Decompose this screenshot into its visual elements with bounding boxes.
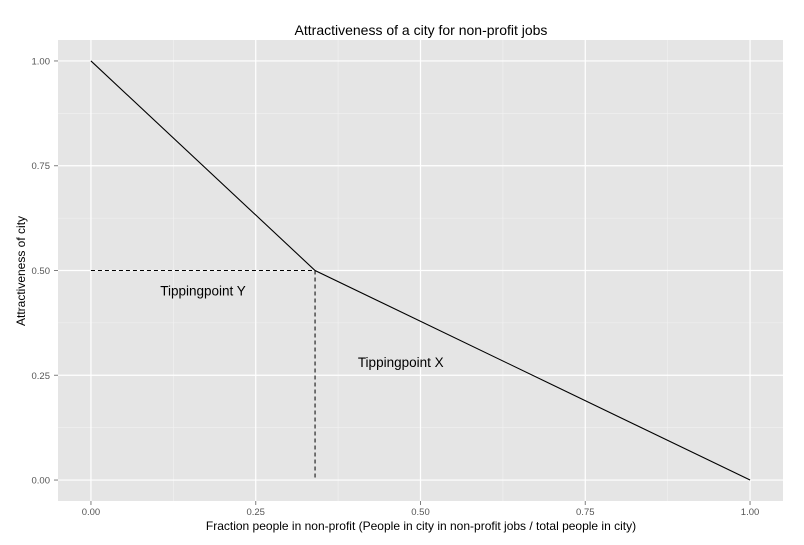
x-tick-label: 1.00 <box>741 507 760 518</box>
x-axis-title: Fraction people in non-profit (People in… <box>206 519 636 533</box>
y-axis: 0.00 0.25 0.50 0.75 1.00 <box>32 56 58 487</box>
chart-title: Attractiveness of a city for non-profit … <box>295 22 548 38</box>
x-axis: 0.00 0.25 0.50 0.75 1.00 <box>82 501 760 518</box>
x-tick-label: 0.00 <box>82 507 101 518</box>
series-line <box>90 60 751 481</box>
annotation-label: Tippingpoint Y <box>160 284 246 299</box>
y-tick-label: 1.00 <box>32 56 51 67</box>
reference-lines <box>90 270 316 481</box>
series-lines <box>90 60 751 481</box>
x-tick-label: 0.25 <box>246 507 265 518</box>
y-tick-label: 0.25 <box>32 371 51 382</box>
y-tick-label: 0.00 <box>32 476 51 487</box>
y-axis-title: Attractiveness of city <box>14 216 28 326</box>
y-tick-label: 0.75 <box>32 161 51 172</box>
annotations: Tippingpoint Y Tippingpoint X <box>160 284 443 370</box>
x-tick-label: 0.75 <box>576 507 595 518</box>
y-tick-label: 0.50 <box>32 266 51 277</box>
annotation-label: Tippingpoint X <box>358 355 444 370</box>
x-tick-label: 0.50 <box>411 507 430 518</box>
